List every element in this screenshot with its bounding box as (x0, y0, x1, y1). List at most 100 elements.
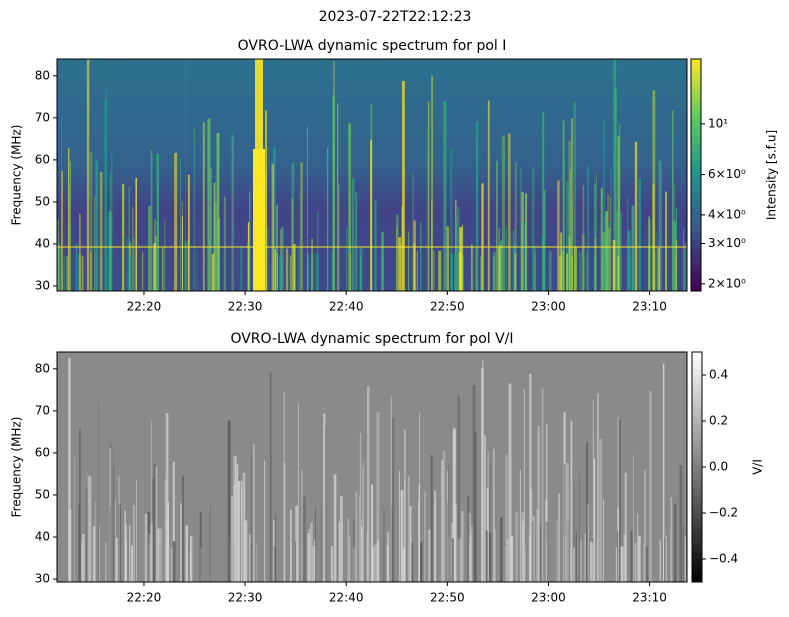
spectrum-streak (557, 180, 560, 291)
spectrum-streak (595, 172, 597, 291)
spectrum-streak (508, 383, 512, 582)
spectrum-streak (617, 531, 619, 582)
spectrum-streak (637, 513, 639, 582)
spectrum-streak (442, 450, 446, 582)
spectrum-streak (136, 480, 137, 582)
spectrum-streak (427, 529, 431, 582)
spectrum-streak (308, 529, 311, 582)
y-axis-label: Frequency (MHz) (10, 125, 24, 226)
spectrum-streak (624, 472, 627, 582)
spectrum-streak (381, 231, 385, 291)
spectrum-streak (164, 219, 166, 291)
spectrum-streak (317, 211, 319, 291)
spectrum-streak (68, 357, 71, 582)
spectrum-streak (521, 521, 525, 582)
spectrum-streak (253, 444, 255, 582)
spectrum-streak (125, 540, 128, 582)
spectrum-streak (240, 246, 243, 291)
spectrum-streak (505, 226, 508, 291)
y-axis-label: Frequency (MHz) (10, 417, 24, 518)
spectrum-streak (416, 251, 418, 291)
spectrum (57, 352, 687, 582)
spectrum-streak (249, 191, 251, 291)
spectrum-streak (452, 428, 456, 582)
spectrum-streak (579, 251, 582, 291)
spectrum-streak (455, 199, 457, 291)
spectrum-streak (521, 512, 525, 582)
plot-frame (56, 351, 688, 583)
x-tick-label: 22:40 (329, 591, 364, 605)
spectrum-streak (154, 235, 157, 291)
spectrum-streak (475, 246, 477, 291)
spectrum-streak (665, 535, 667, 582)
spectrum-streak (438, 250, 442, 291)
spectrum-streak (330, 545, 334, 582)
colorbar (691, 351, 703, 583)
spectrum-streak (619, 419, 621, 582)
spectrum-streak (338, 521, 341, 582)
spectrum-streak (79, 428, 81, 582)
y-tick-label: 80 (35, 361, 50, 375)
spectrum-streak (90, 251, 92, 291)
spectrum-streak (180, 503, 182, 582)
spectrum-streak (573, 482, 575, 582)
spectrum-streak (594, 237, 596, 291)
colorbar-tick-label: 4×10⁰ (708, 207, 746, 221)
spectrum-streak (537, 425, 540, 582)
spectrum-streak (94, 501, 96, 582)
spectrum-streak (559, 255, 562, 291)
spectrum-streak (496, 160, 498, 291)
spectrum-streak (283, 462, 286, 582)
spectrum-streak (269, 372, 272, 582)
spectrum-streak (74, 458, 75, 582)
spectrum-streak (386, 531, 390, 582)
spectrum-streak (494, 529, 496, 582)
spectrum-streak (300, 162, 303, 291)
spectrum-streak (450, 148, 453, 291)
spectrum-streak (638, 178, 641, 291)
spectrum-streak (673, 220, 676, 291)
spectrum-streak (93, 196, 96, 291)
spectrum-streak (409, 506, 412, 582)
spectrum-streak (448, 535, 450, 582)
spectrum-streak (87, 475, 91, 582)
spectrum-streak (485, 530, 489, 582)
spectrum-streak (546, 424, 548, 582)
spectrum-streak (113, 465, 115, 582)
spectrum-streak (568, 236, 571, 291)
spectrum-streak (575, 531, 577, 582)
spectrum-streak (215, 174, 217, 291)
spectrum-streak (232, 456, 236, 582)
spectrum-streak (60, 116, 62, 291)
spectrum-streak (545, 539, 547, 582)
spectrum-streak (280, 227, 284, 291)
spectrum-streak (353, 519, 355, 582)
spectrum-streak (450, 253, 453, 291)
spectrum-streak (609, 197, 611, 291)
spectrum-streak (573, 102, 577, 291)
spectrum-streak (105, 542, 107, 582)
spectrum-streak (451, 538, 455, 582)
spectrum-streak (472, 385, 476, 582)
spectrum-streak (126, 237, 130, 291)
spectrum-streak (643, 543, 644, 582)
spectrum-streak (460, 510, 464, 582)
spectrum-streak (563, 463, 566, 582)
colorbar-tick-label: −0.4 (709, 552, 738, 566)
spectrum-streak (648, 244, 651, 291)
spectrum-streak (196, 251, 198, 291)
spectrum-streak (500, 517, 503, 582)
spectrum-streak (121, 183, 125, 291)
spectrum-streak (476, 248, 478, 291)
spectrum-streak (418, 500, 419, 582)
spectrum-streak (514, 253, 517, 291)
spectrum-streak (78, 253, 81, 291)
spectrum-streak (481, 183, 484, 291)
spectrum-streak (117, 503, 121, 582)
spectrum-streak (69, 161, 72, 291)
spectrum-streak (147, 511, 151, 582)
spectrum-streak (315, 506, 316, 582)
spectrum-streak (658, 160, 661, 291)
spectrum-streak (79, 214, 81, 291)
spectrum-streak (623, 534, 627, 582)
